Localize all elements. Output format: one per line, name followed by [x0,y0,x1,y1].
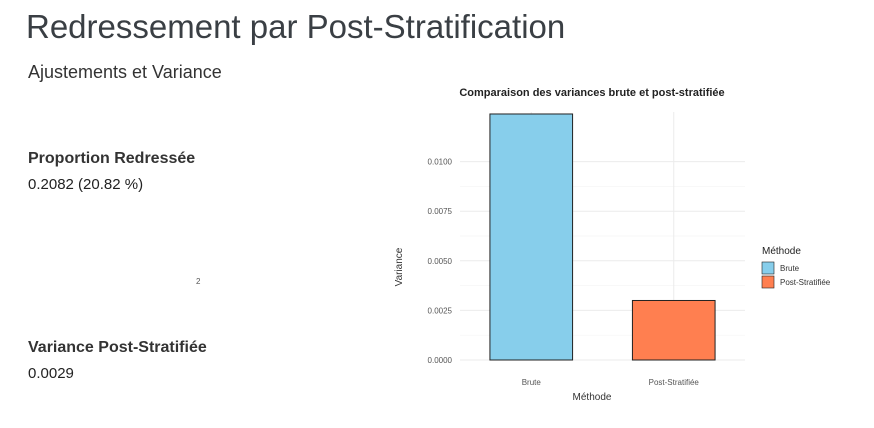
proportion-label: Proportion Redressée [28,150,196,167]
variance-label: Variance Post-Stratifiée [28,339,207,356]
legend-swatch [761,275,775,289]
x-axis-label: Méthode [573,392,612,403]
y-tick-label: 0.0000 [428,356,453,365]
chart-title: Comparaison des variances brute et post-… [459,87,724,99]
x-tick-label: Brute [522,378,542,387]
page-subtitle: Ajustements et Variance [28,62,222,82]
legend-label: Brute [780,264,800,273]
y-tick-label: 0.0025 [428,306,453,315]
page-title: Redressement par Post-Stratification [26,8,566,45]
chart-legend: Méthode Brute Post-Stratifiée [761,246,831,289]
y-axis-label: Variance [394,247,405,286]
chart-bars [489,113,716,361]
bar-brute [489,113,574,361]
x-tick-label: Post-Stratifiée [649,378,700,387]
variance-value: 0.0029 [28,365,74,382]
y-tick-label: 0.0050 [428,257,453,266]
proportion-value: 0.2082 (20.82 %) [28,176,144,193]
legend-label: Post-Stratifiée [780,278,831,287]
footnote-number: 2 [196,277,201,286]
legend-swatch [761,261,775,275]
y-axis-ticks: 0.0000 0.0025 0.0050 0.0075 0.0100 [428,158,453,365]
y-tick-label: 0.0075 [428,207,453,216]
bar-post-stratifiee [631,299,716,361]
y-tick-label: 0.0100 [428,158,453,167]
variance-comparison-chart: Comparaison des variances brute et post-… [394,87,831,403]
x-axis-ticks: Brute Post-Stratifiée [522,378,700,387]
legend-title: Méthode [762,246,801,257]
